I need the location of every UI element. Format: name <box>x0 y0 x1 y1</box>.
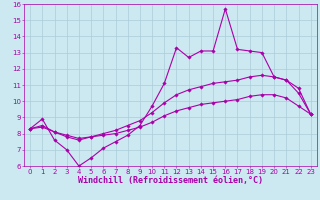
X-axis label: Windchill (Refroidissement éolien,°C): Windchill (Refroidissement éolien,°C) <box>78 176 263 185</box>
